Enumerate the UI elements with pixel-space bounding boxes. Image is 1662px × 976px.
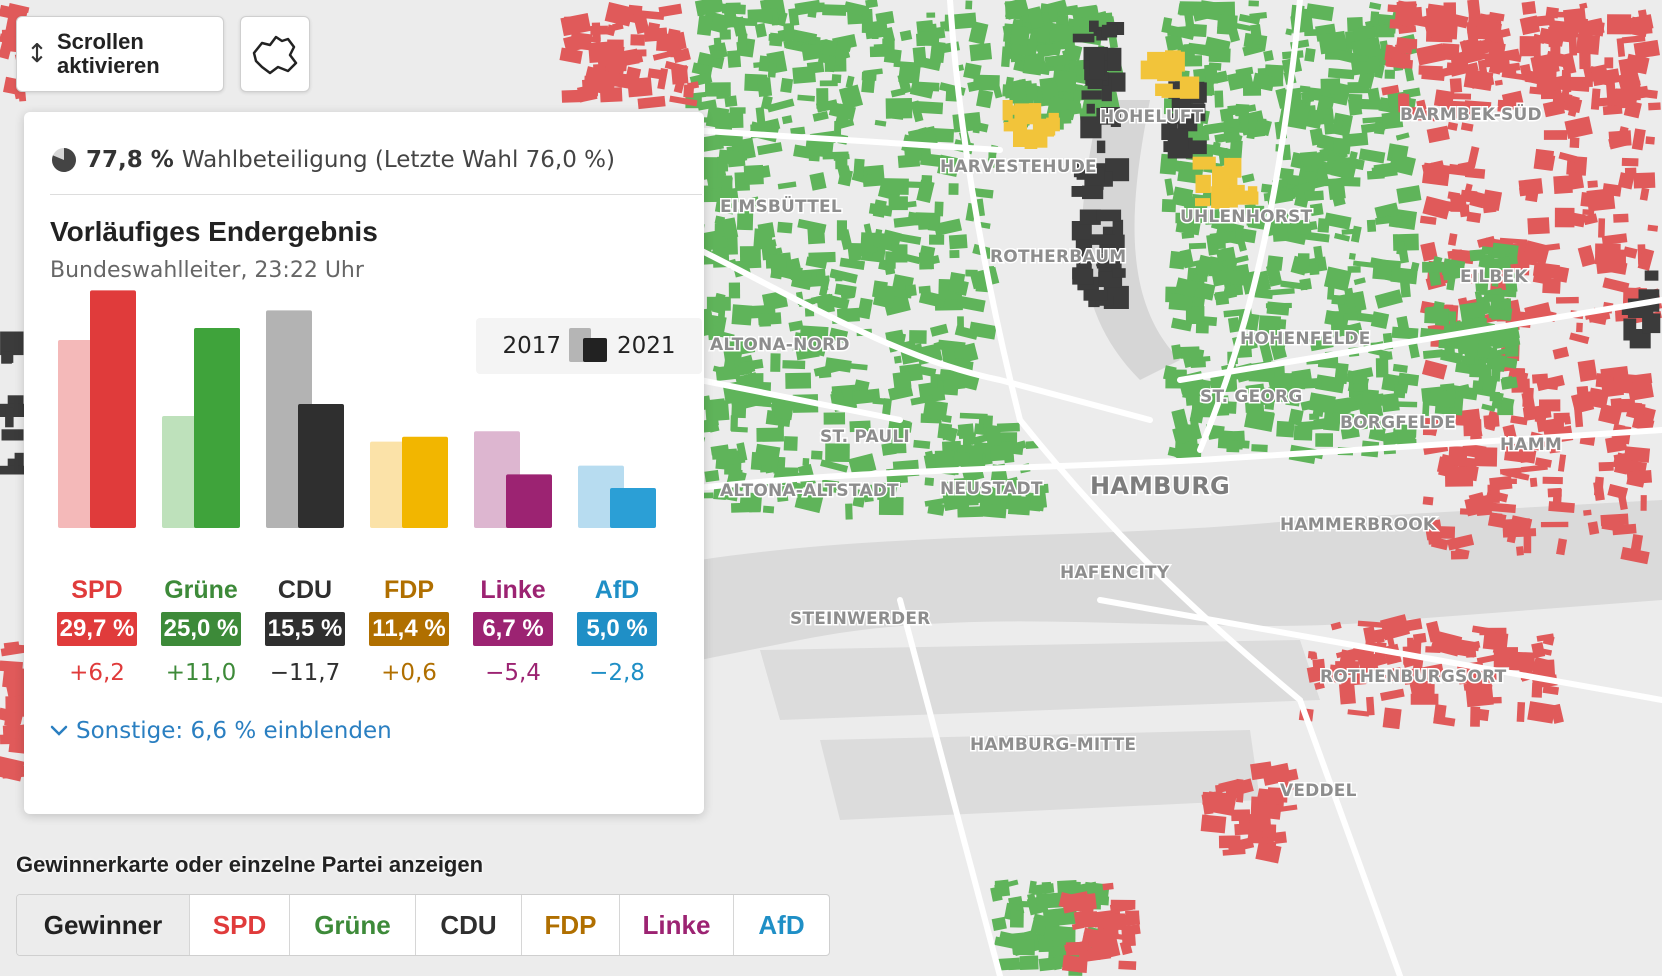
legend-year-old: 2017 (502, 333, 561, 359)
results-bar-chart (58, 290, 656, 528)
party-percent-badge: 11,4 % (369, 612, 449, 646)
results-panel: 77,8 % Wahlbeteiligung (Letzte Wahl 76,0… (24, 112, 704, 814)
party-name: CDU (277, 576, 333, 604)
map-mode-switch: Gewinner SPD Grüne CDU FDP Linke AfD (16, 894, 830, 956)
map-mode-fdp[interactable]: FDP (521, 895, 619, 955)
map-label: EILBEK (1460, 267, 1528, 287)
map-label: HAMMERBROOK (1280, 515, 1437, 535)
map-label: BORGFELDE (1340, 413, 1456, 433)
bar-2021-grüne (194, 328, 240, 528)
map-mode-gewinner[interactable]: Gewinner (17, 895, 189, 955)
vertical-arrows-icon: ↕ (26, 39, 48, 69)
party-percent-badge: 29,7 % (57, 612, 137, 646)
party-diff: +11,0 (165, 660, 237, 686)
map-label: NEUSTADT (940, 479, 1043, 499)
map-label: HARVESTEHUDE (940, 157, 1097, 177)
map-label: HAMBURG-MITTE (970, 735, 1136, 755)
party-diff: +6,2 (69, 660, 125, 686)
map-label: HOHELUFT (1100, 107, 1204, 127)
party-name: SPD (71, 576, 123, 604)
map-label: ROTHERBAUM (990, 247, 1126, 267)
map-label: HAMM (1500, 435, 1562, 455)
party-percent-badge: 15,5 % (265, 612, 345, 646)
bar-2021-fdp (402, 436, 448, 528)
legend-year-new: 2021 (617, 333, 676, 359)
turnout-pie-icon (51, 148, 76, 172)
party-diff: −5,4 (485, 660, 541, 686)
map-label: HOHENFELDE (1240, 329, 1371, 349)
party-diff: −11,7 (269, 660, 341, 686)
chevron-down-icon (50, 725, 68, 736)
map-label: ALTONA-ALTSTADT (720, 481, 899, 501)
map-label: ALTONA-NORD (710, 335, 850, 355)
map-label: ROTHENBURGSORT (1320, 667, 1507, 687)
map-label: HAMBURG (1090, 472, 1230, 500)
enable-scroll-button[interactable]: ↕ Scrollen aktivieren (16, 16, 224, 92)
map-label: HAFENCITY (1060, 563, 1170, 583)
map-mode-cdu[interactable]: CDU (415, 895, 521, 955)
party-name: Linke (480, 576, 546, 604)
enable-scroll-label-line2: aktivieren (57, 53, 160, 78)
party-diff: +0,6 (381, 660, 437, 686)
turnout-text: Wahlbeteiligung (Letzte Wahl 76,0 %) (181, 147, 615, 173)
map-mode-grüne[interactable]: Grüne (289, 895, 415, 955)
map-label: STEINWERDER (790, 609, 930, 629)
bar-2021-cdu (298, 404, 344, 528)
turnout-row: 77,8 % Wahlbeteiligung (Letzte Wahl 76,0… (50, 146, 615, 174)
map-mode-afd[interactable]: AfD (733, 895, 829, 955)
party-percent-badge: 6,7 % (473, 612, 553, 646)
hamburg-outline-icon (252, 35, 298, 75)
bar-2021-spd (90, 290, 136, 528)
legend-swatch-new (583, 338, 607, 362)
map-label: ST. PAULI (820, 427, 910, 447)
map-label: VEDDEL (1280, 781, 1357, 801)
map-label: BARMBEK-SÜD (1400, 103, 1542, 125)
legend-swatch (569, 328, 609, 364)
turnout-value: 77,8 % (86, 147, 174, 173)
enable-scroll-label: Scrollen aktivieren (57, 30, 160, 78)
map-mode-heading: Gewinnerkarte oder einzelne Partei anzei… (16, 852, 484, 877)
panel-title: Vorläufiges Endergebnis (50, 216, 378, 247)
map-labels: EIMSBÜTTEL HOHELUFT HARVESTEHUDE ROTHERBAUM… (29, 102, 1564, 803)
enable-scroll-label-line1: Scrollen (57, 29, 144, 54)
party-name: AfD (594, 576, 640, 604)
map-label: UHLENHORST (1180, 207, 1313, 227)
show-others-label: Sonstige: 6,6 % einblenden (76, 718, 392, 744)
party-name: FDP (384, 576, 434, 604)
map-mode-linke[interactable]: Linke (619, 895, 733, 955)
map-label: EIMSBÜTTEL (720, 195, 842, 217)
map-mode-spd[interactable]: SPD (189, 895, 289, 955)
panel-divider (50, 194, 702, 195)
party-name: Grüne (164, 576, 238, 604)
panel-subtitle: Bundeswahlleiter, 23:22 Uhr (50, 258, 364, 283)
year-legend: 2017 2021 (476, 318, 702, 374)
bar-2021-linke (506, 474, 552, 528)
party-diff: −2,8 (589, 660, 645, 686)
party-percent-badge: 5,0 % (577, 612, 657, 646)
bar-2021-afd (610, 488, 656, 528)
show-others-link[interactable]: Sonstige: 6,6 % einblenden (50, 718, 392, 744)
party-percent-badge: 25,0 % (161, 612, 241, 646)
region-outline-button[interactable] (240, 16, 310, 92)
map-label: ST. GEORG (1200, 387, 1303, 407)
